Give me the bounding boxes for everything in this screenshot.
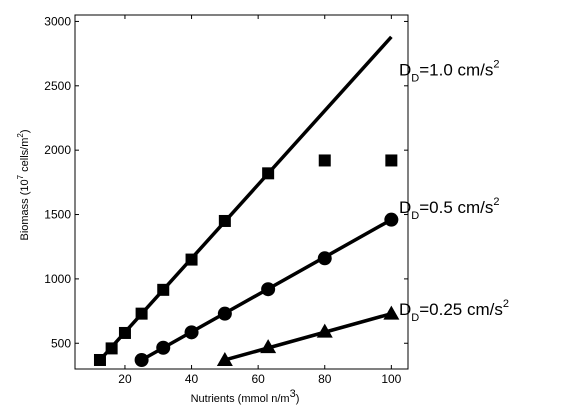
y-axis-label: Biomass (107 cells/m2) xyxy=(16,130,31,241)
circle-marker xyxy=(317,251,332,266)
y-tick-label: 2500 xyxy=(44,79,71,93)
x-axis-label: Nutrients (mmol n/m3) xyxy=(191,388,300,405)
square-marker xyxy=(185,253,198,266)
y-axis-ticks: 500 1000 1500 2000 2500 3000 xyxy=(44,14,408,350)
annotation-text: =0.5 cm/s xyxy=(419,198,493,217)
series-triangle-fit-line xyxy=(224,311,392,362)
y-tick-label: 1000 xyxy=(44,272,71,286)
annotation-text: =1.0 cm/s xyxy=(419,61,493,80)
square-marker xyxy=(262,167,275,180)
series-annotation: DD=1.0 cm/s2 xyxy=(399,59,500,85)
triangle-marker xyxy=(260,339,277,354)
triangle-marker xyxy=(383,305,400,320)
square-marker xyxy=(105,342,118,355)
annotation-sup: 2 xyxy=(503,298,509,310)
plot-frame xyxy=(74,14,409,370)
x-tick-label: 60 xyxy=(251,372,265,386)
annotation-sup: 2 xyxy=(493,59,499,71)
series-annotation: DD=0.5 cm/s2 xyxy=(399,196,500,222)
circle-marker xyxy=(134,352,149,367)
circle-marker xyxy=(261,282,276,297)
circle-marker xyxy=(384,212,399,227)
x-tick-label: 80 xyxy=(318,372,332,386)
annotation-main: D xyxy=(399,61,411,80)
series-annotation: DD=0.25 cm/s2 xyxy=(399,298,509,324)
x-tick-label: 40 xyxy=(185,372,199,386)
y-tick-label: 500 xyxy=(51,336,71,350)
square-marker xyxy=(218,214,231,227)
series-square-fit-line xyxy=(98,35,393,362)
annotation-sup: 2 xyxy=(493,196,499,208)
triangle-marker xyxy=(316,323,333,338)
x-tick-label: 20 xyxy=(118,372,132,386)
circle-marker xyxy=(217,306,232,321)
square-marker xyxy=(93,353,106,366)
annotation-sub: D xyxy=(411,210,419,222)
square-marker xyxy=(385,154,398,167)
circle-marker xyxy=(184,325,199,340)
annotation-sub: D xyxy=(411,312,419,324)
annotation-sub: D xyxy=(411,73,419,85)
y-tick-label: 3000 xyxy=(44,14,71,28)
annotation-main: D xyxy=(399,300,411,319)
y-tick-label: 2000 xyxy=(44,143,71,157)
square-marker xyxy=(318,154,331,167)
y-tick-label: 1500 xyxy=(44,208,71,222)
triangle-marker xyxy=(216,351,233,366)
square-marker xyxy=(135,307,148,320)
x-tick-label: 100 xyxy=(381,372,401,386)
annotation-main: D xyxy=(399,198,411,217)
circle-marker xyxy=(156,340,171,355)
x-axis-ticks: 20 40 60 80 100 xyxy=(118,15,402,386)
plot-axes xyxy=(74,14,409,370)
annotation-text: =0.25 cm/s xyxy=(419,300,503,319)
square-marker xyxy=(118,326,131,339)
series-markers xyxy=(93,154,400,367)
square-marker xyxy=(157,283,170,296)
